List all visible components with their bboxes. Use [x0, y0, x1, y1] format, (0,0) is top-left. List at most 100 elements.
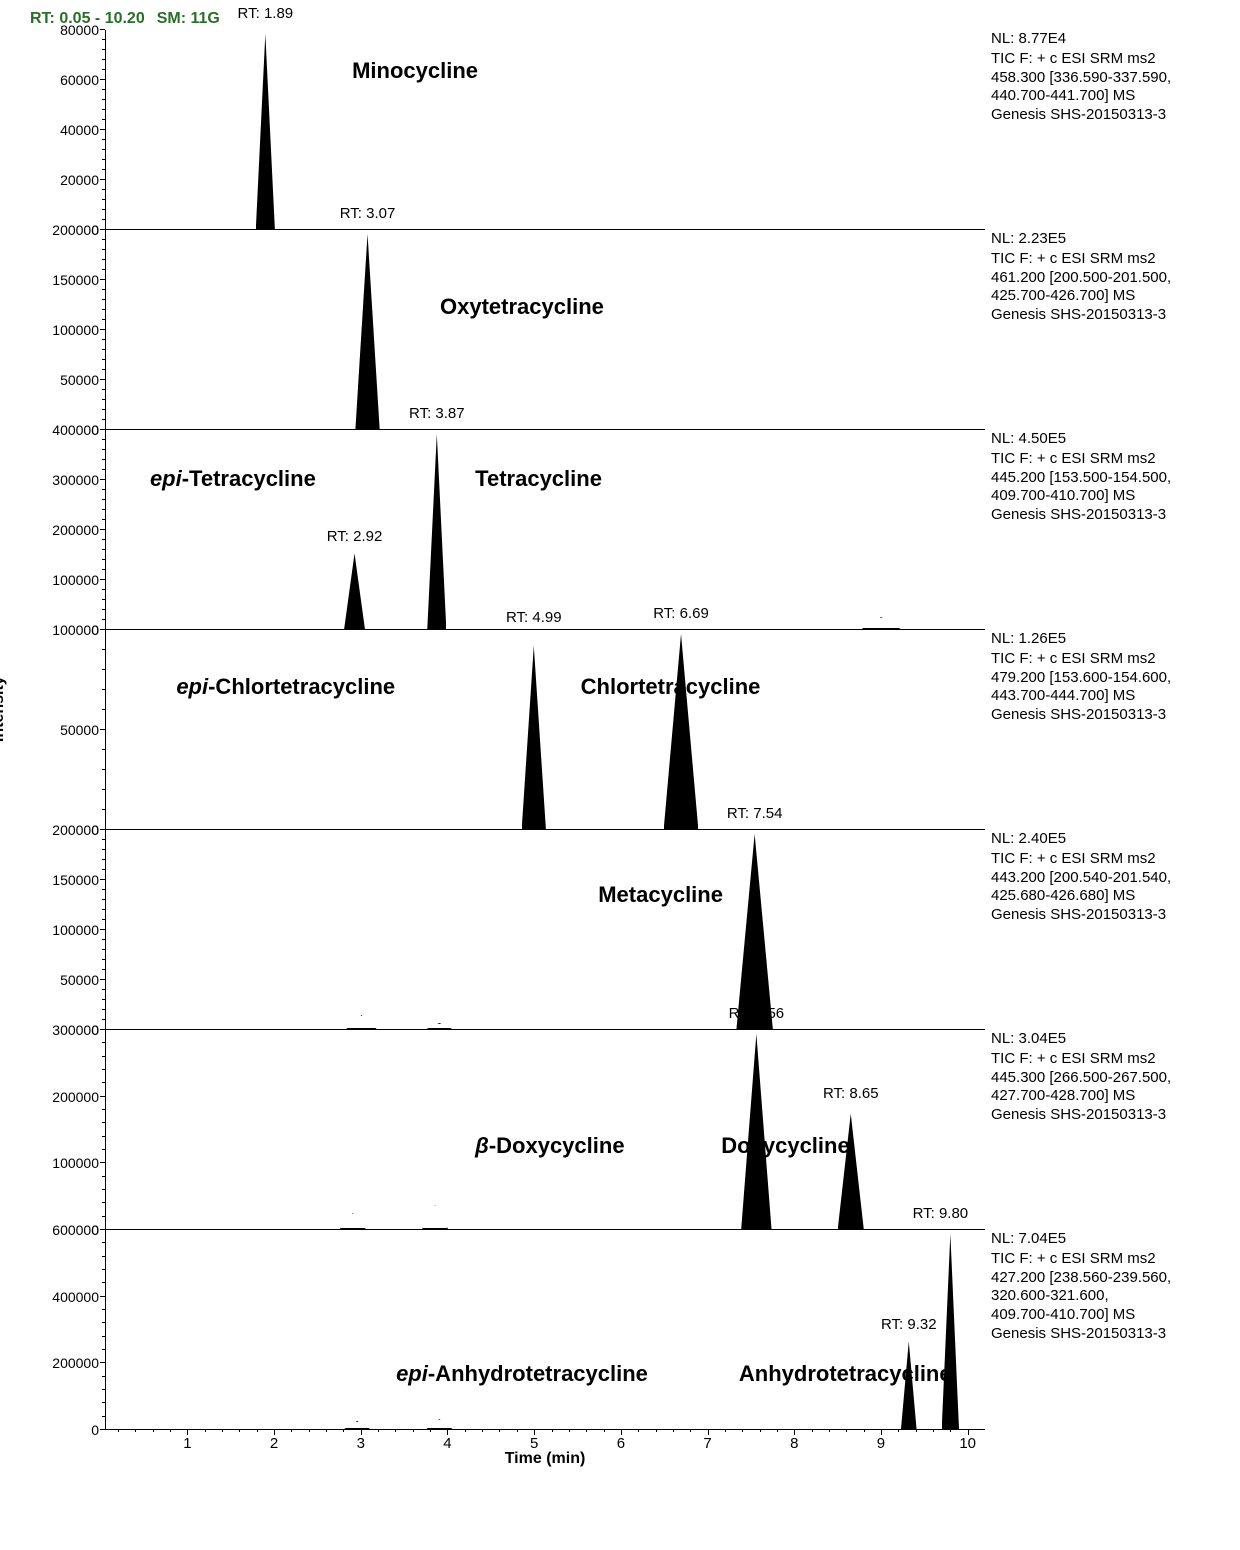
compound-label: Metacycline: [598, 882, 723, 908]
panel-4: 050000100000150000200000RT: 7.54Metacycl…: [30, 830, 1220, 1030]
panel-info: NL: 7.04E5TIC F: + c ESI SRM ms2427.200 …: [985, 1230, 1220, 1430]
info-line: 479.200 [153.600-154.600,: [991, 669, 1220, 688]
y-tick-label: 100000: [52, 922, 99, 938]
x-tick-label: 8: [790, 1435, 798, 1452]
plot-area: RT: 4.99RT: 6.69epi-ChlortetracyclineChl…: [105, 630, 985, 830]
x-tick-label: 9: [877, 1435, 885, 1452]
rt-label: RT: 8.65: [823, 1085, 879, 1102]
nl-value: NL: 4.50E5: [991, 430, 1220, 449]
info-line: 409.700-410.700] MS: [991, 1306, 1220, 1325]
nl-value: NL: 3.04E5: [991, 1030, 1220, 1049]
rt-label: RT: 4.99: [506, 609, 562, 626]
info-line: Genesis SHS-20150313-3: [991, 506, 1220, 525]
info-line: 445.300 [266.500-267.500,: [991, 1069, 1220, 1088]
compound-label: Minocycline: [352, 58, 478, 84]
x-tick-label: 10: [959, 1435, 976, 1452]
plot-area: RT: 1.89Minocycline: [105, 30, 985, 230]
chromatogram-peak: [942, 1234, 959, 1429]
panel-info: NL: 3.04E5TIC F: + c ESI SRM ms2445.300 …: [985, 1030, 1220, 1230]
y-tick-label: 600000: [52, 1222, 99, 1238]
minor-peak: [426, 1419, 452, 1429]
nl-value: NL: 8.77E4: [991, 30, 1220, 49]
minor-peak: [422, 1205, 448, 1229]
info-line: Genesis SHS-20150313-3: [991, 1106, 1220, 1125]
compound-label: epi-Chlortetracycline: [176, 674, 395, 700]
panel-info: NL: 2.23E5TIC F: + c ESI SRM ms2461.200 …: [985, 230, 1220, 430]
chromatogram-peak: [256, 34, 275, 229]
info-line: Genesis SHS-20150313-3: [991, 106, 1220, 125]
y-axis-label: Intensity: [0, 676, 8, 742]
y-tick-label: 100000: [52, 622, 99, 638]
panel-info: NL: 8.77E4TIC F: + c ESI SRM ms2458.300 …: [985, 30, 1220, 230]
info-line: TIC F: + c ESI SRM ms2: [991, 850, 1220, 869]
minor-peak: [344, 1421, 370, 1429]
y-tick-label: 150000: [52, 872, 99, 888]
y-tick-label: 200000: [52, 1089, 99, 1105]
rt-label: RT: 2.92: [327, 528, 383, 545]
info-line: 320.600-321.600,: [991, 1287, 1220, 1306]
nl-value: NL: 2.40E5: [991, 830, 1220, 849]
panel-info: NL: 1.26E5TIC F: + c ESI SRM ms2479.200 …: [985, 630, 1220, 830]
x-axis: 12345678910: [105, 1429, 985, 1451]
y-axis: 050000100000150000200000: [30, 230, 105, 430]
nl-value: NL: 2.23E5: [991, 230, 1220, 249]
compound-label: Chlortetracycline: [581, 674, 761, 700]
info-line: 445.200 [153.500-154.500,: [991, 469, 1220, 488]
y-tick-label: 50000: [60, 972, 99, 988]
y-tick-label: 400000: [52, 1289, 99, 1305]
y-axis: 0100000200000300000400000: [30, 430, 105, 630]
info-line: 409.700-410.700] MS: [991, 487, 1220, 506]
rt-label: RT: 7.54: [727, 805, 783, 822]
compound-label: β-Doxycycline: [475, 1133, 624, 1159]
y-axis: 050000100000150000200000: [30, 830, 105, 1030]
panel-info: NL: 2.40E5TIC F: + c ESI SRM ms2443.200 …: [985, 830, 1220, 1030]
x-tick-label: 3: [357, 1435, 365, 1452]
y-tick-label: 200000: [52, 822, 99, 838]
plot-area: RT: 2.92RT: 3.87epi-TetracyclineTetracyc…: [105, 430, 985, 630]
y-axis: 020000400006000080000: [30, 30, 105, 230]
x-tick-label: 5: [530, 1435, 538, 1452]
y-tick-label: 100000: [52, 572, 99, 588]
minor-peak: [346, 1015, 376, 1029]
info-line: 440.700-441.700] MS: [991, 87, 1220, 106]
y-tick-label: 300000: [52, 1022, 99, 1038]
compound-label: Tetracycline: [475, 466, 602, 492]
minor-peak: [862, 617, 901, 629]
y-tick-label: 400000: [52, 422, 99, 438]
chromatogram-peak: [736, 834, 772, 1029]
y-tick-label: 150000: [52, 272, 99, 288]
y-tick-label: 200000: [52, 1355, 99, 1371]
y-tick-label: 100000: [52, 322, 99, 338]
rt-label: RT: 1.89: [238, 5, 294, 22]
y-tick-label: 60000: [60, 72, 99, 88]
info-line: 443.200 [200.540-201.540,: [991, 869, 1220, 888]
panel-6: 0200000400000600000RT: 9.32RT: 9.80epi-A…: [30, 1230, 1220, 1430]
y-axis: 0100000200000300000: [30, 1030, 105, 1230]
chromatogram-peak: [838, 1114, 864, 1229]
plot-area: RT: 3.07Oxytetracycline: [105, 230, 985, 430]
y-tick-label: 50000: [60, 372, 99, 388]
panel-2: 0100000200000300000400000RT: 2.92RT: 3.8…: [30, 430, 1220, 630]
panel-0: 020000400006000080000RT: 1.89Minocycline…: [30, 30, 1220, 230]
y-tick-label: 40000: [60, 122, 99, 138]
info-line: 427.700-428.700] MS: [991, 1087, 1220, 1106]
y-tick-label: 200000: [52, 222, 99, 238]
compound-label: epi-Tetracycline: [150, 466, 316, 492]
y-tick-label: 100000: [52, 1155, 99, 1171]
chromatogram-panels: 020000400006000080000RT: 1.89Minocycline…: [30, 30, 1220, 1430]
rt-label: RT: 7.56: [729, 1005, 785, 1022]
info-line: 443.700-444.700] MS: [991, 687, 1220, 706]
y-axis: 050000100000: [30, 630, 105, 830]
y-axis: 0200000400000600000: [30, 1230, 105, 1430]
x-tick-label: 1: [183, 1435, 191, 1452]
info-line: TIC F: + c ESI SRM ms2: [991, 650, 1220, 669]
rt-label: RT: 3.87: [409, 405, 465, 422]
chromatogram-peak: [427, 434, 446, 629]
info-line: TIC F: + c ESI SRM ms2: [991, 250, 1220, 269]
info-line: 461.200 [200.500-201.500,: [991, 269, 1220, 288]
panel-3: 050000100000RT: 4.99RT: 6.69epi-Chlortet…: [30, 630, 1220, 830]
plot-area: RT: 7.54Metacycline: [105, 830, 985, 1030]
compound-label: Anhydrotetracycline: [739, 1361, 952, 1387]
nl-value: NL: 7.04E5: [991, 1230, 1220, 1249]
y-tick-label: 80000: [60, 22, 99, 38]
